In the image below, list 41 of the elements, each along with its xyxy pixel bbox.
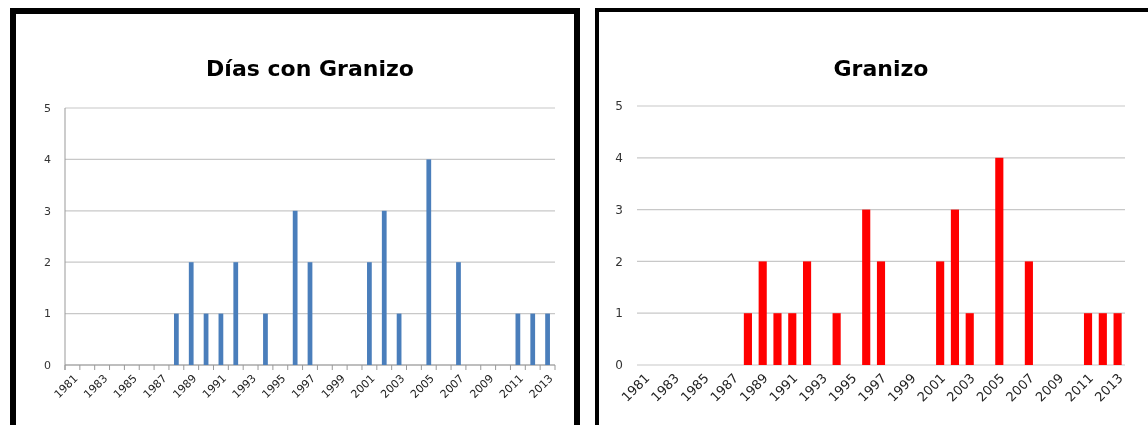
bar — [773, 313, 782, 365]
y-tick-label: 1 — [615, 306, 623, 321]
bar — [995, 157, 1004, 365]
bar — [233, 262, 239, 365]
bar — [456, 262, 461, 365]
y-tick-label: 0 — [615, 358, 623, 373]
y-tick-label: 3 — [615, 202, 623, 217]
bar — [876, 261, 886, 365]
y-tick-label: 1 — [44, 307, 51, 321]
bar — [381, 210, 387, 365]
y-tick-label: 3 — [44, 204, 51, 218]
bar — [832, 313, 841, 365]
bar — [1113, 313, 1122, 365]
bar — [950, 209, 960, 365]
bar — [1098, 313, 1107, 365]
y-tick-label: 0 — [44, 358, 51, 372]
bar — [1083, 313, 1093, 365]
bar — [802, 261, 812, 365]
bar — [758, 261, 767, 365]
y-tick-label: 4 — [44, 153, 51, 167]
y-tick-label: 5 — [44, 101, 51, 115]
bar — [367, 262, 372, 365]
bar — [292, 210, 298, 365]
chart-title: Días con Granizo — [206, 56, 414, 81]
bar — [862, 209, 871, 365]
bar — [1024, 261, 1033, 365]
bar — [788, 313, 797, 365]
y-tick-label: 4 — [615, 151, 623, 165]
bar — [545, 313, 550, 365]
bar — [743, 313, 752, 365]
y-tick-label: 2 — [44, 256, 51, 270]
bar — [936, 261, 945, 365]
bar — [188, 262, 194, 365]
chart-title: Granizo — [833, 56, 929, 81]
bar — [173, 313, 179, 365]
bar — [530, 313, 536, 365]
y-tick-label: 5 — [615, 99, 623, 114]
bar — [965, 313, 974, 365]
bar — [263, 313, 268, 365]
y-tick-label: 2 — [615, 254, 623, 269]
bar — [426, 159, 432, 365]
